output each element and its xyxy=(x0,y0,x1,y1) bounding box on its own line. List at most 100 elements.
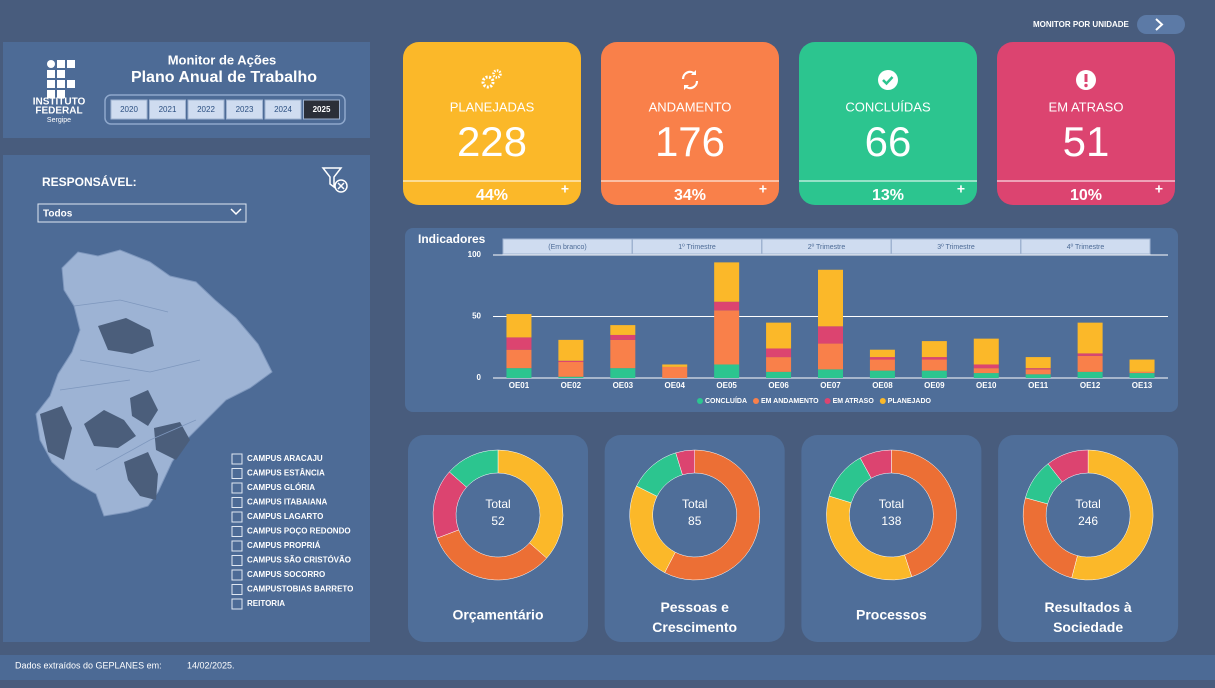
campus-label: CAMPUS ESTÂNCIA xyxy=(247,469,325,478)
quarter-tab[interactable] xyxy=(1020,238,1151,255)
bar-segment xyxy=(766,357,792,372)
campus-checkbox[interactable] xyxy=(231,540,243,552)
bar-segment xyxy=(506,368,532,378)
legend-label: EM ANDAMENTO xyxy=(761,398,819,405)
kpi-value: 228 xyxy=(457,118,527,165)
kpi-card[interactable] xyxy=(601,42,779,205)
footer-label: Dados extraídos do GEPLANES em: xyxy=(15,660,162,670)
legend-label: CONCLUÍDA xyxy=(705,396,747,405)
kpi-icon xyxy=(878,70,898,90)
kpi-icon xyxy=(681,70,699,90)
logo xyxy=(47,60,75,98)
unit-monitor-link[interactable]: MONITOR POR UNIDADE xyxy=(1033,20,1130,29)
bar-segment xyxy=(766,348,792,358)
bar-segment xyxy=(818,269,843,327)
kpi-card[interactable] xyxy=(799,42,977,205)
bar-segment xyxy=(662,364,688,367)
campus-checkbox[interactable] xyxy=(231,511,243,523)
kpi-expand[interactable]: + xyxy=(1155,181,1163,197)
quarter-tab-label: 1º Trimestre xyxy=(678,244,716,251)
campus-label: CAMPUS ITABAIANA xyxy=(247,498,328,507)
campus-label: CAMPUS ARACAJU xyxy=(247,454,323,463)
responsible-dropdown[interactable] xyxy=(37,203,247,223)
kpi-card[interactable] xyxy=(403,42,581,205)
campus-checkbox[interactable] xyxy=(231,468,243,479)
campus-checkbox[interactable] xyxy=(231,497,243,508)
kpi-percent: 34% xyxy=(674,187,706,204)
bar-segment xyxy=(766,322,792,349)
x-tick-label: OE09 xyxy=(924,381,945,390)
bar-segment xyxy=(766,371,792,378)
bar-segment xyxy=(506,337,532,350)
kpi-percent: 44% xyxy=(476,187,508,204)
chevron-icon xyxy=(1155,18,1164,31)
campus-checkbox[interactable] xyxy=(231,598,243,610)
brand-name: FEDERAL xyxy=(35,106,82,117)
bar-segment xyxy=(662,366,688,378)
donut-title: Orçamentário xyxy=(452,607,543,623)
campus-label: CAMPUS GLÓRIA xyxy=(247,483,315,492)
donut-title: Pessoas e Crescimento xyxy=(652,599,737,635)
campus-checkbox[interactable] xyxy=(231,526,243,537)
legend-label: EM ATRASO xyxy=(833,398,875,405)
bar-segment xyxy=(558,339,584,361)
bar-segment xyxy=(1025,357,1051,369)
bar-segment xyxy=(869,349,895,358)
year-button[interactable] xyxy=(187,99,225,120)
kpi-label: ANDAMENTO xyxy=(649,99,732,114)
x-tick-label: OE04 xyxy=(664,381,685,390)
campus-checkbox[interactable] xyxy=(231,584,243,595)
x-tick-label: OE03 xyxy=(613,381,634,390)
bar-segment xyxy=(610,339,636,369)
campus-label: CAMPUS PROPRIÁ xyxy=(247,541,321,550)
campus-checkbox[interactable] xyxy=(231,482,243,494)
x-tick-label: OE06 xyxy=(768,381,789,390)
kpi-expand[interactable]: + xyxy=(759,181,767,197)
clear-filter-icon[interactable] xyxy=(321,167,348,193)
donut-slice xyxy=(675,449,695,476)
campus-checkbox[interactable] xyxy=(231,569,243,581)
donut-panels: Total 52 Orçamentário Total 85 Pessoas e Cresc… xyxy=(408,435,1179,642)
x-tick-label: OE13 xyxy=(1132,381,1153,390)
kpi-value: 66 xyxy=(865,118,912,165)
kpi-card[interactable] xyxy=(997,42,1175,205)
donut-slice xyxy=(891,449,957,578)
x-tick-label: OE05 xyxy=(716,381,737,390)
legend-swatch xyxy=(753,398,759,404)
year-button[interactable] xyxy=(264,99,302,120)
donut-center-label: Total xyxy=(682,497,707,511)
x-tick-label: OE02 xyxy=(561,381,582,390)
campus-checkbox[interactable] xyxy=(231,555,243,566)
campus-list: CAMPUS ARACAJU CAMPUS ESTÂNCIA CAMPUS GLÓR… xyxy=(231,453,353,610)
year-slicer xyxy=(104,94,346,125)
indicators-chart: Indicadores (Em branco) 1º Trimestre 2º Tri… xyxy=(418,232,1168,405)
bar-segment xyxy=(558,376,584,378)
kpi-value: 51 xyxy=(1063,118,1110,165)
year-button[interactable] xyxy=(226,99,263,120)
quarter-tab-label: 4º Trimestre xyxy=(1067,244,1105,251)
year-button[interactable] xyxy=(149,99,186,120)
donut-total: 138 xyxy=(881,514,901,528)
kpi-expand[interactable]: + xyxy=(957,181,965,197)
brand-name: Sergipe xyxy=(47,117,71,124)
bar-segment xyxy=(1025,369,1051,375)
bar-segment xyxy=(1077,353,1103,356)
x-tick-label: OE10 xyxy=(976,381,997,390)
bar-segment xyxy=(610,325,636,335)
brand-title: Monitor de Ações xyxy=(168,52,277,67)
kpi-label: CONCLUÍDAS xyxy=(845,99,931,114)
donut-slice xyxy=(664,449,760,581)
donut-slice xyxy=(448,449,499,488)
y-tick-label: 50 xyxy=(472,312,481,321)
donut-total: 52 xyxy=(491,514,505,528)
year-button[interactable] xyxy=(110,99,148,120)
kpi-expand[interactable]: + xyxy=(561,181,569,197)
kpi-value: 176 xyxy=(655,118,725,165)
bar-segment xyxy=(869,370,895,378)
bar-segment xyxy=(1025,368,1051,370)
year-button[interactable] xyxy=(303,99,340,120)
legend-swatch xyxy=(697,398,703,404)
campus-checkbox[interactable] xyxy=(231,453,243,465)
donut-title: Processos xyxy=(856,607,927,623)
bar-segment xyxy=(1077,371,1103,378)
